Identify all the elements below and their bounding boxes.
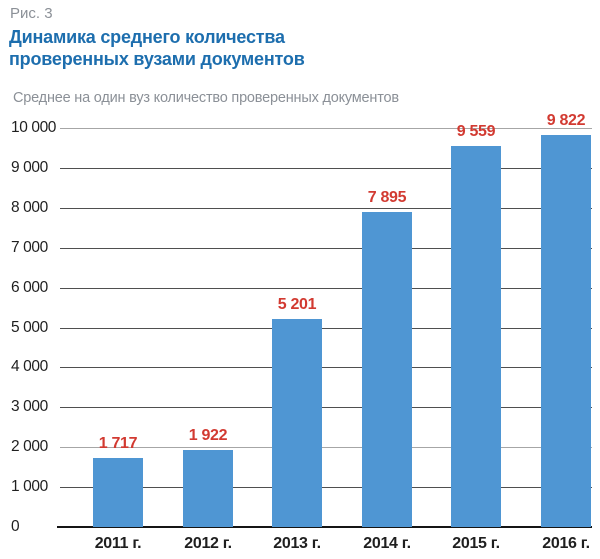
- gridline-5000: [60, 328, 592, 329]
- value-label-2016: 9 822: [546, 112, 586, 129]
- bar-2015: [451, 146, 501, 527]
- gridline-3000: [60, 407, 592, 408]
- x-tick-label-2011: 2011 г.: [94, 535, 142, 552]
- x-tick-label-2013: 2013 г.: [273, 535, 321, 552]
- y-tick-label-9000: 9 000: [11, 159, 48, 176]
- x-tick-label-2015: 2015 г.: [452, 535, 500, 552]
- y-tick-label-1000: 1 000: [11, 478, 48, 495]
- value-label-2015: 9 559: [456, 123, 496, 140]
- y-tick-label-5000: 5 000: [11, 319, 48, 336]
- bar-2014: [362, 212, 412, 527]
- bar-chart-plot-area: 1 717 2011 г. 1 922 2012 г. 5 201 2013 г. 7 89…: [57, 112, 592, 552]
- y-tick-label-4000: 4 000: [11, 358, 48, 375]
- chart-title: Динамика среднего количества проверенных …: [9, 26, 305, 70]
- figure-label: Рис. 3: [10, 5, 53, 22]
- x-tick-label-2016: 2016 г.: [542, 535, 590, 552]
- value-label-2014: 7 895: [367, 189, 407, 206]
- y-tick-label-10000: 10 000: [11, 119, 57, 136]
- x-tick-label-2012: 2012 г.: [184, 535, 232, 552]
- y-tick-label-7000: 7 000: [11, 239, 48, 256]
- x-axis-line: [57, 526, 592, 528]
- chart-title-line2: проверенных вузами документов: [9, 49, 305, 69]
- gridline-1000: [60, 487, 592, 488]
- y-tick-label-6000: 6 000: [11, 279, 48, 296]
- value-label-2013: 5 201: [277, 296, 317, 313]
- bar-2016: [541, 135, 591, 527]
- bar-2012: [183, 450, 233, 527]
- value-label-2012: 1 922: [188, 427, 228, 444]
- gridline-2000: [60, 447, 592, 448]
- y-tick-label-2000: 2 000: [11, 438, 48, 455]
- gridline-4000: [60, 367, 592, 368]
- y-tick-label-8000: 8 000: [11, 199, 48, 216]
- bar-2011: [93, 458, 143, 527]
- chart-title-line1: Динамика среднего количества: [9, 27, 285, 47]
- chart-subtitle: Среднее на один вуз количество проверенн…: [13, 90, 399, 106]
- gridline-9000: [60, 168, 592, 169]
- x-tick-label-2014: 2014 г.: [363, 535, 411, 552]
- gridline-10000: [60, 128, 592, 129]
- y-tick-label-0: 0: [11, 518, 20, 535]
- bar-2013: [272, 319, 322, 527]
- gridline-8000: [60, 208, 592, 209]
- value-label-2011: 1 717: [98, 435, 138, 452]
- gridline-6000: [60, 288, 592, 289]
- y-tick-label-3000: 3 000: [11, 398, 48, 415]
- gridline-7000: [60, 248, 592, 249]
